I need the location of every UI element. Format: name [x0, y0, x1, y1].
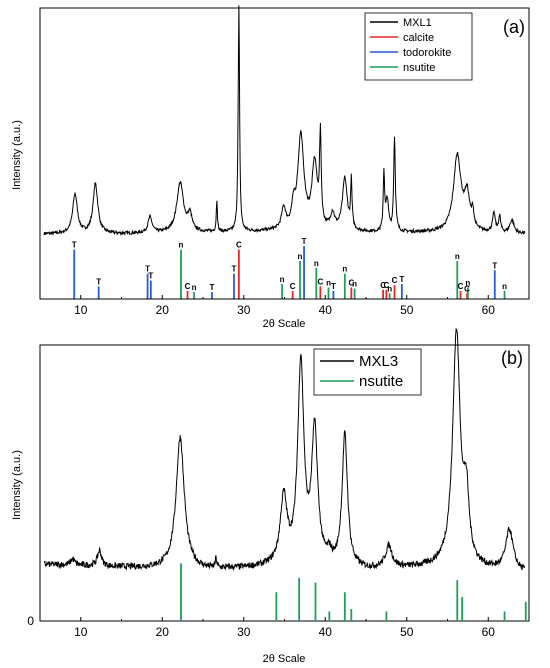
calcite-reference-letter: C — [458, 282, 464, 291]
mxl3-pattern-line — [43, 328, 526, 572]
nsutite-reference-letter: n — [192, 283, 197, 292]
panel-b-legend: MXL3 nsutite — [313, 348, 422, 396]
todorokite-reference-letter: T — [302, 237, 307, 246]
x-tick-label: 20 — [156, 303, 170, 317]
x-tick-label: 50 — [400, 303, 414, 317]
nsutite-reference-letter: n — [502, 282, 507, 291]
panel-b-reference-lines — [180, 563, 527, 621]
legend-label-mxl1: MXL1 — [403, 17, 432, 29]
todorokite-reference-letter: T — [331, 282, 336, 291]
panel-b-y-axis-label: Intensity (a.u.) — [11, 450, 23, 520]
panel-a-legend: MXL1 calcite todorokite nsutite — [364, 12, 473, 81]
x-tick-label: 60 — [482, 625, 496, 639]
x-tick-label: 30 — [237, 303, 251, 317]
todorokite-reference-letter: T — [96, 277, 101, 286]
x-tick-label: 10 — [74, 303, 88, 317]
panel-a-x-ticks: 10 20 30 40 50 60 — [39, 295, 530, 317]
todorokite-reference-letter: T — [210, 283, 215, 292]
y-tick-label: 0 — [27, 614, 34, 628]
calcite-reference-letter: C — [392, 276, 398, 285]
nsutite-reference-letter: n — [179, 241, 184, 250]
legend-label-calcite: calcite — [403, 32, 434, 44]
panel-b-legend-box — [313, 348, 422, 396]
calcite-reference-letter: C — [348, 279, 354, 288]
x-tick-label: 40 — [319, 625, 333, 639]
todorokite-reference-letter: T — [492, 261, 497, 270]
legend-label-mxl3: MXL3 — [359, 353, 398, 370]
todorokite-reference-letter: T — [232, 265, 237, 274]
todorokite-reference-letter: T — [399, 275, 404, 284]
nsutite-reference-letter: n — [326, 279, 331, 288]
panel-b-label: (b) — [501, 348, 523, 368]
x-tick-label: 50 — [400, 625, 414, 639]
legend-label-todorokite: todorokite — [403, 47, 451, 59]
nsutite-reference-letter: n — [465, 279, 470, 288]
panel-a-label: (a) — [503, 17, 525, 37]
nsutite-reference-letter: n — [298, 252, 303, 261]
nsutite-reference-letter: n — [387, 284, 392, 293]
calcite-reference-letter: C — [383, 281, 389, 290]
panel-a-legend-box — [364, 12, 473, 81]
legend-label-nsutite: nsutite — [403, 62, 435, 74]
nsutite-reference-letter: n — [280, 275, 285, 284]
panel-b-x-ticks: 10 20 30 40 50 60 — [39, 617, 530, 639]
todorokite-reference-letter: T — [72, 241, 77, 250]
panel-a-x-axis-label: 2θ Scale — [263, 318, 306, 330]
panel-b-y-ticks: 0 — [27, 614, 44, 628]
calcite-reference-letter: C — [236, 241, 242, 250]
panel-b-chart: 10 20 30 40 50 60 0 Intensity (a.u.) 2θ Scale… — [11, 328, 530, 665]
x-tick-label: 10 — [74, 625, 88, 639]
panel-a-y-axis-label: Intensity (a.u.) — [11, 120, 23, 190]
x-tick-label: 40 — [319, 303, 333, 317]
calcite-reference-letter: C — [290, 282, 296, 291]
x-tick-label: 30 — [237, 625, 251, 639]
nsutite-reference-letter: n — [314, 259, 319, 268]
legend-label-nsutite: nsutite — [359, 373, 403, 390]
x-tick-label: 20 — [156, 625, 170, 639]
panel-b-frame — [39, 344, 530, 622]
todorokite-reference-letter: T — [148, 272, 153, 281]
mxl1-pattern-line — [43, 5, 526, 237]
nsutite-reference-letter: n — [342, 265, 347, 274]
calcite-reference-letter: C — [380, 281, 386, 290]
calcite-reference-letter: C — [317, 277, 323, 286]
calcite-reference-letter: C — [464, 284, 470, 293]
todorokite-reference-letter: T — [145, 265, 150, 274]
x-tick-label: 60 — [482, 303, 496, 317]
nsutite-reference-letter: n — [455, 252, 460, 261]
nsutite-reference-letter: n — [352, 280, 357, 289]
calcite-reference-letter: C — [185, 282, 191, 291]
panel-b-x-axis-label: 2θ Scale — [263, 653, 306, 665]
